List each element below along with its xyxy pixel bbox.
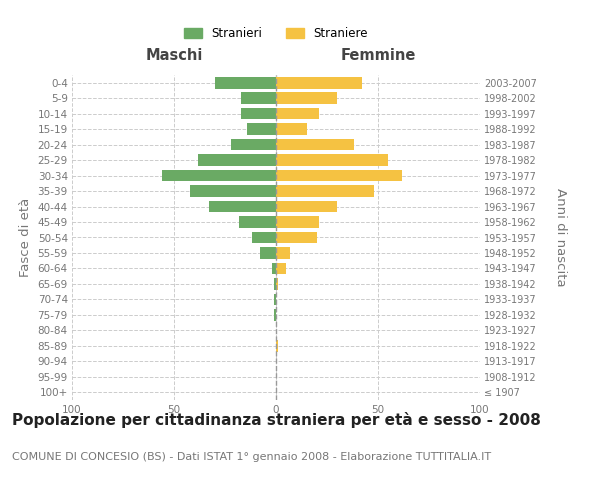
Bar [241, 92, 276, 104]
Bar [276, 340, 278, 351]
Text: Popolazione per cittadinanza straniera per età e sesso - 2008: Popolazione per cittadinanza straniera p… [12, 412, 541, 428]
Text: Maschi: Maschi [145, 48, 203, 62]
Bar [276, 216, 319, 228]
Text: Femmine: Femmine [340, 48, 416, 62]
Bar [276, 186, 374, 197]
Bar [231, 139, 276, 150]
Bar [199, 154, 276, 166]
Bar [276, 154, 388, 166]
Y-axis label: Fasce di età: Fasce di età [19, 198, 32, 277]
Bar [251, 232, 276, 243]
Bar [276, 139, 353, 150]
Bar [241, 108, 276, 120]
Bar [276, 124, 307, 135]
Text: COMUNE DI CONCESIO (BS) - Dati ISTAT 1° gennaio 2008 - Elaborazione TUTTITALIA.I: COMUNE DI CONCESIO (BS) - Dati ISTAT 1° … [12, 452, 491, 462]
Bar [276, 170, 403, 181]
Bar [276, 278, 278, 289]
Bar [274, 294, 276, 305]
Bar [260, 247, 276, 259]
Bar [276, 108, 319, 120]
Bar [276, 262, 286, 274]
Bar [190, 186, 276, 197]
Bar [247, 124, 276, 135]
Bar [276, 92, 337, 104]
Bar [272, 262, 276, 274]
Bar [274, 309, 276, 320]
Bar [274, 278, 276, 289]
Bar [215, 77, 276, 88]
Legend: Stranieri, Straniere: Stranieri, Straniere [179, 22, 373, 45]
Bar [239, 216, 276, 228]
Bar [276, 200, 337, 212]
Bar [276, 77, 362, 88]
Bar [162, 170, 276, 181]
Bar [276, 247, 290, 259]
Y-axis label: Anni di nascita: Anni di nascita [554, 188, 567, 287]
Bar [276, 232, 317, 243]
Bar [209, 200, 276, 212]
